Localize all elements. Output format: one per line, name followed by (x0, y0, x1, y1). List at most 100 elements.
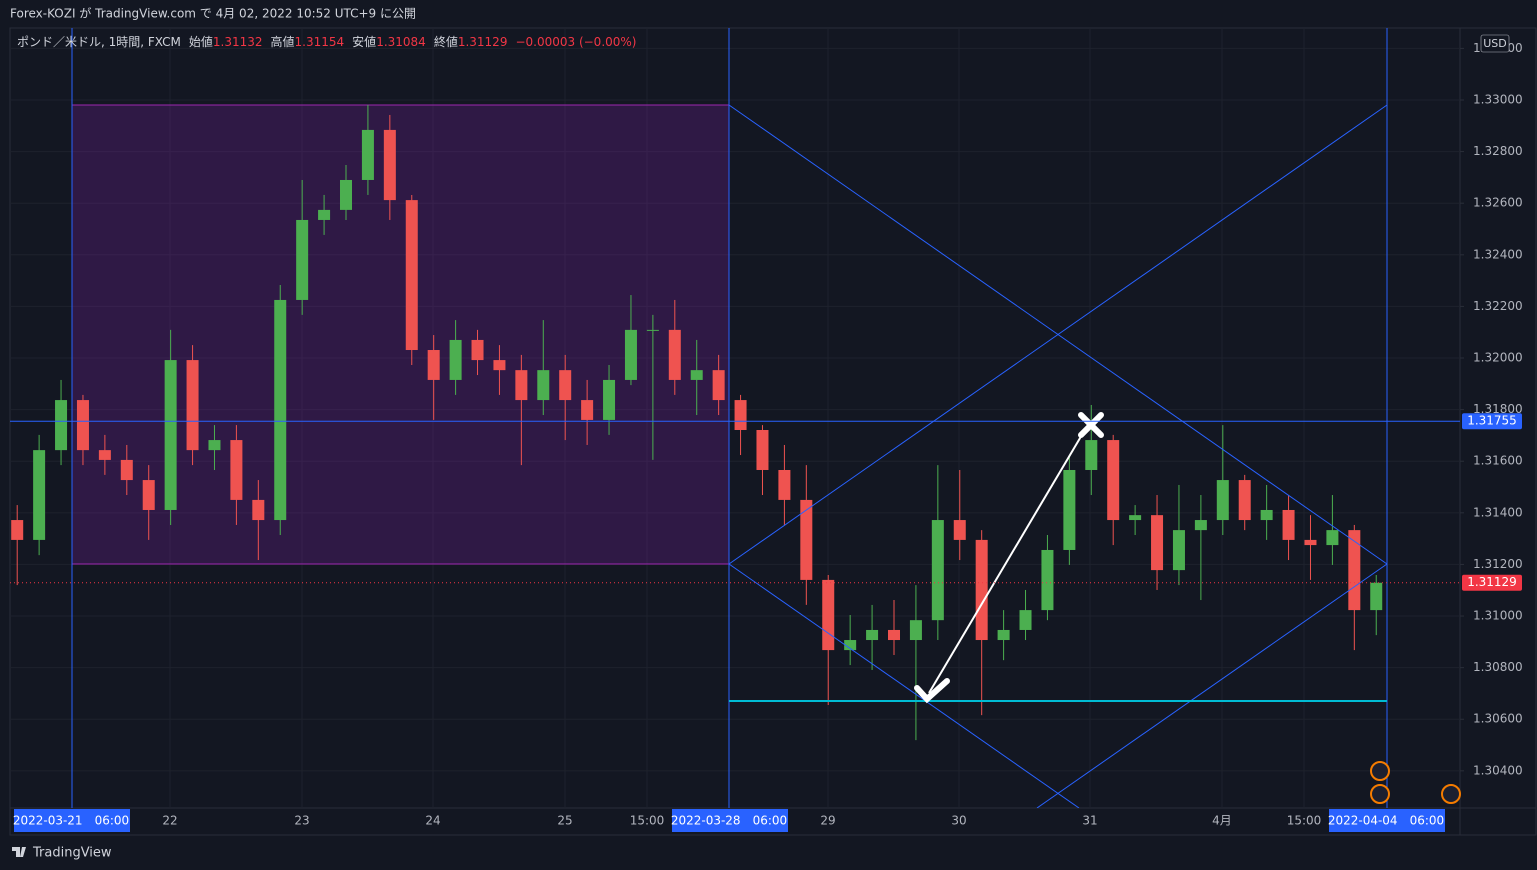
candle-body (778, 469, 791, 500)
event-icons (1370, 761, 1461, 804)
x-tick-label: 25 (557, 814, 572, 828)
currency: USD (1483, 37, 1507, 50)
range-box (71, 104, 730, 565)
candle-body (318, 209, 331, 220)
candle-body (1348, 530, 1361, 611)
price-marker-bg (1462, 413, 1522, 430)
publish-header: Forex-KOZI が TradingView.com で 4月 02, 20… (10, 6, 416, 21)
ohlc-legend: ポンド／米ドル, 1時間, FXCM 始値1.31132 高値1.31154 安値1.… (17, 34, 636, 49)
price-marker-label: 1.31129 (1467, 575, 1517, 589)
check-mark (914, 678, 950, 704)
x-tick-label: 15:00 (630, 814, 665, 828)
candle-body (427, 350, 440, 380)
x-tick-label: 22 (162, 814, 177, 828)
event-icon[interactable] (1370, 761, 1390, 781)
x-mark (1078, 412, 1104, 438)
candle-body (55, 400, 68, 451)
candle-body (909, 620, 922, 641)
candle-body (1041, 549, 1054, 611)
y-tick-label: 1.31200 (1473, 557, 1523, 571)
candle-body (164, 360, 177, 510)
candle-body (1216, 480, 1229, 521)
candles (11, 104, 1383, 741)
x-tick-label: 30 (951, 814, 966, 828)
x-tick-label: 4月 (1212, 814, 1232, 828)
overlay (10, 420, 1460, 584)
candle-body (1282, 509, 1295, 540)
candle-body (252, 499, 265, 521)
legend-field-label: 始値 (189, 34, 213, 49)
candle-body (1107, 440, 1120, 521)
x-tick-label: 15:00 (1287, 814, 1322, 828)
time-highlight (672, 809, 788, 832)
event-icon[interactable] (1441, 784, 1461, 804)
candle-body (11, 520, 24, 540)
arrow-line (928, 427, 1087, 694)
candle-body (471, 339, 484, 361)
candle-body (1238, 480, 1251, 521)
time-highlight (1329, 809, 1445, 832)
candle-body (646, 329, 659, 331)
candle-body (142, 480, 155, 510)
legend-field-value: 1.31129 (458, 35, 508, 49)
y-tick-label: 1.30400 (1473, 763, 1523, 777)
y-tick-label: 1.31600 (1473, 454, 1523, 468)
y-tick-label: 1.31400 (1473, 505, 1523, 519)
trend-line (728, 104, 1388, 565)
legend-field-value: 1.31084 (376, 35, 426, 49)
candle-body (1194, 520, 1207, 531)
candle-body (340, 179, 352, 210)
x-tick-label: 23 (294, 814, 309, 828)
chart-frame (9, 27, 1537, 836)
candle-body (1370, 582, 1383, 611)
candle-body (756, 429, 769, 470)
y-tick-label: 1.31000 (1473, 609, 1523, 623)
price-marker-label: 1.31755 (1467, 414, 1517, 428)
candle-body (866, 629, 879, 641)
candle-body (712, 370, 725, 401)
candle-body (581, 400, 594, 420)
candle-body (624, 329, 637, 380)
candle-body (296, 219, 309, 300)
candle-body (844, 640, 857, 651)
currency-box[interactable] (1480, 34, 1510, 53)
legend-field-value: 1.31154 (295, 35, 345, 49)
event-icon[interactable] (1370, 784, 1390, 804)
candle-body (1129, 515, 1142, 521)
y-tick-label: 1.31800 (1473, 402, 1523, 416)
y-tick-label: 1.32400 (1473, 247, 1523, 261)
candle-body (1019, 610, 1032, 630)
x-tick-label: 2022-03-28 06:00 (671, 814, 787, 828)
x-tick-label: 31 (1082, 814, 1097, 828)
candle-body (493, 360, 506, 371)
logo-text: TradingView (32, 846, 112, 861)
candle-body (888, 629, 900, 641)
y-tick-label: 1.32200 (1473, 299, 1523, 313)
candle-body (208, 440, 221, 451)
candle-body (800, 499, 813, 580)
candle-body (997, 629, 1010, 641)
candle-body (559, 370, 572, 401)
y-tick-label: 1.30800 (1473, 660, 1523, 674)
candle-body (1304, 539, 1317, 546)
grid (10, 28, 1460, 808)
drawings (71, 28, 1388, 808)
legend-field-value: 1.31132 (213, 35, 263, 49)
candle-body (1260, 509, 1273, 521)
candle-body (537, 370, 550, 401)
x-tick-label: 2022-03-21 06:00 (13, 814, 129, 828)
y-tick-label: 1.32600 (1473, 196, 1523, 210)
legend-symbol: ポンド／米ドル, 1時間, FXCM (17, 35, 181, 49)
candle-body (1151, 515, 1164, 571)
candle-body (405, 200, 418, 351)
time-highlight (14, 809, 130, 832)
legend-field-label: 高値 (271, 34, 295, 49)
candle-body (515, 370, 528, 401)
trend-line (1036, 563, 1388, 808)
candle-body (361, 129, 374, 180)
candle-body (975, 539, 988, 641)
candle-body (734, 400, 747, 430)
